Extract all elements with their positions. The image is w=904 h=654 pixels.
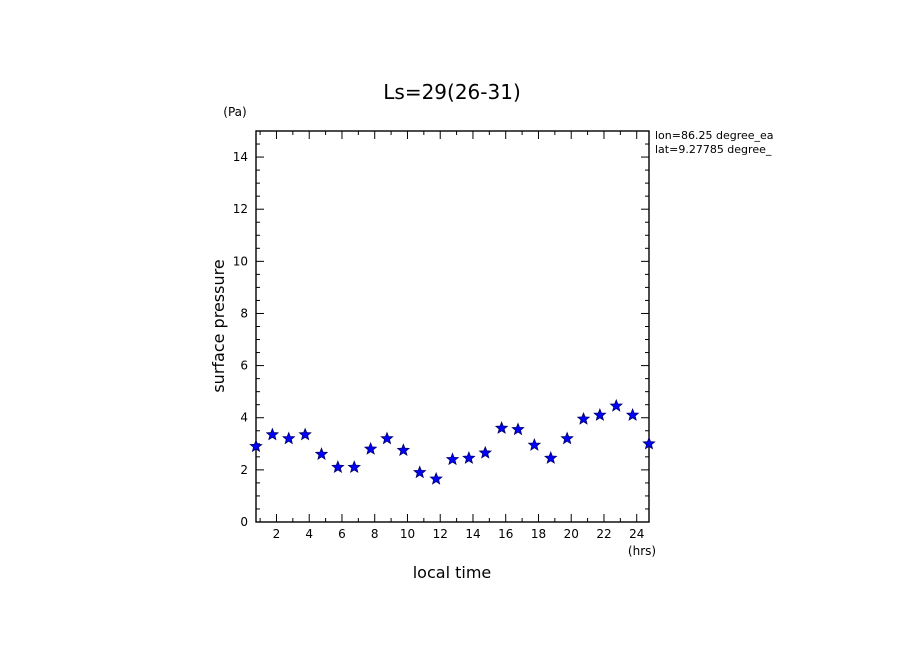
data-point [396,443,411,457]
data-point [478,445,493,459]
y-unit-label: (Pa) [223,105,246,119]
plot-frame [255,130,650,523]
x-axis-label: local time [413,563,492,582]
x-tick-label: 8 [371,527,379,541]
data-point [331,460,345,473]
data-point [560,431,574,445]
data-point [249,439,263,453]
x-tick-label: 2 [273,527,281,541]
data-point [363,441,378,455]
data-point [642,436,656,450]
data-point [429,471,443,485]
x-tick-label: 22 [596,527,611,541]
x-tick-label: 10 [400,527,415,541]
x-tick-label: 24 [629,527,644,541]
data-point [511,422,525,436]
data-point [380,431,394,445]
data-point [543,451,558,464]
data-point [265,427,280,441]
x-unit-label: (hrs) [628,544,656,558]
x-tick-label: 18 [531,527,546,541]
x-tick-label: 4 [305,527,313,541]
x-tick-label: 6 [338,527,346,541]
data-point [281,431,296,445]
y-tick-label: 10 [233,254,248,268]
data-point [298,427,312,441]
data-point [314,447,329,460]
y-tick-label: 2 [240,463,248,477]
annotation-lat: lat=9.27785 degree_ [655,143,772,156]
y-tick-label: 4 [240,411,248,425]
chart-title: Ls=29(26-31) [383,80,521,104]
y-tick-label: 14 [233,150,248,164]
x-tick-label: 12 [433,527,448,541]
x-tick-label: 16 [498,527,513,541]
data-point [494,421,509,434]
data-point [412,465,427,479]
y-tick-label: 0 [240,515,248,529]
data-point [527,438,542,451]
x-tick-label: 20 [564,527,579,541]
data-point [347,460,362,473]
data-point [445,452,460,466]
data-point [462,451,476,464]
y-tick-label: 6 [240,359,248,373]
y-tick-label: 12 [233,202,248,216]
y-tick-label: 8 [240,306,248,320]
annotation-lon: lon=86.25 degree_ea [655,129,774,142]
data-point [609,398,624,412]
y-axis-label: surface pressure [209,259,228,392]
data-point [625,408,640,421]
data-point [593,408,607,421]
data-point [576,411,591,425]
x-tick-label: 14 [465,527,480,541]
